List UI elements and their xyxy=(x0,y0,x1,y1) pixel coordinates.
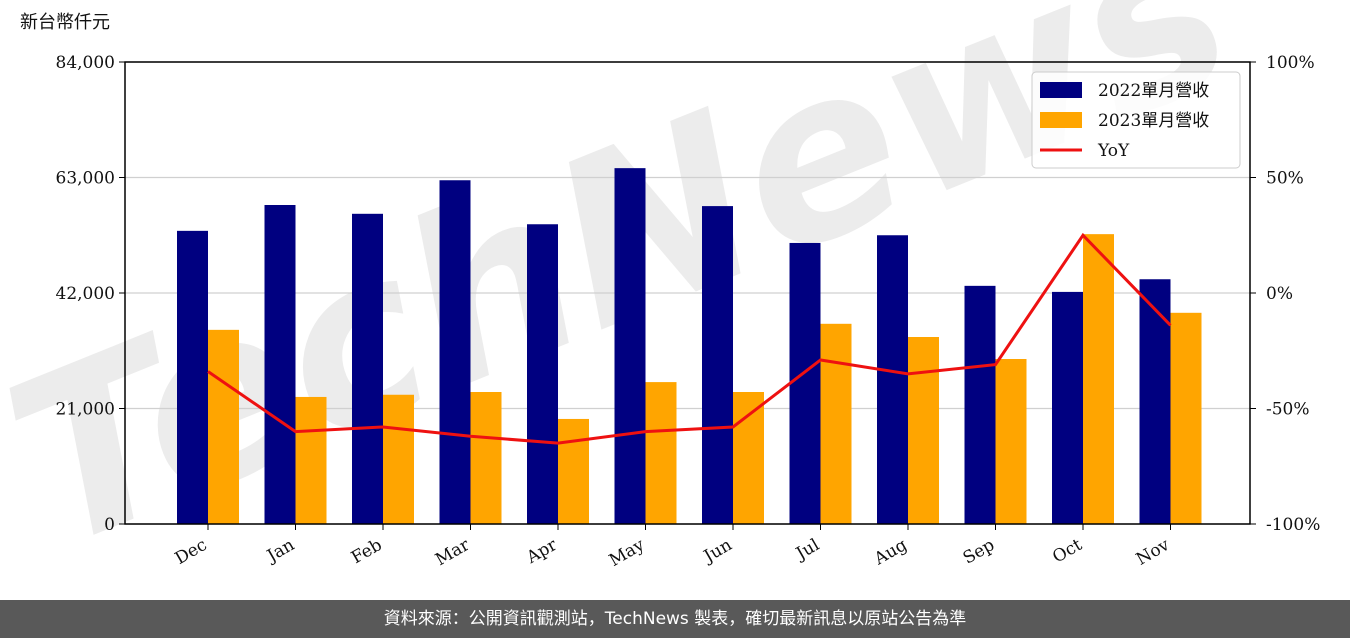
bar xyxy=(733,392,764,524)
x-tick-label: Jun xyxy=(699,535,736,568)
bar xyxy=(1052,291,1083,524)
bar xyxy=(1139,279,1171,524)
y-tick-label: 21,000 xyxy=(56,400,115,420)
bar xyxy=(645,382,677,524)
bar xyxy=(789,242,821,524)
bar xyxy=(295,396,327,524)
source-note: 資料來源：公開資訊觀測站，TechNews 製表，確切最新訊息以原站公告為準 xyxy=(0,600,1350,638)
line xyxy=(207,232,1172,445)
bar xyxy=(264,205,296,524)
x-tick-label: Mar xyxy=(432,535,474,571)
y2-tick-label: -100% xyxy=(1266,515,1320,535)
x-tick-label: Oct xyxy=(1049,535,1085,568)
y-tick-label: 42,000 xyxy=(56,284,115,304)
bar xyxy=(614,168,646,524)
x-tick-label: Apr xyxy=(523,535,562,569)
bar xyxy=(964,285,996,524)
y2-tick-label: 50% xyxy=(1266,169,1304,189)
y2-tick-label: 0% xyxy=(1266,284,1293,304)
bar xyxy=(908,337,939,524)
legend-swatch xyxy=(1040,82,1082,98)
bar xyxy=(352,213,383,525)
x-tick-label: Aug xyxy=(870,535,911,570)
y2-tick-label: -50% xyxy=(1266,400,1310,420)
bar xyxy=(470,392,502,524)
x-tick-label: Sep xyxy=(960,535,998,569)
bar xyxy=(820,323,852,524)
bar xyxy=(877,235,908,524)
y-tick-label: 84,000 xyxy=(56,53,115,73)
x-tick-label: May xyxy=(606,535,649,571)
plot-frame xyxy=(124,61,1251,525)
y-tick-label: 0 xyxy=(104,515,115,535)
y-axis-unit: 新台幣仟元 xyxy=(20,12,110,33)
bar xyxy=(558,418,589,524)
legend-swatch xyxy=(1040,112,1082,128)
bar xyxy=(439,180,471,524)
bar xyxy=(177,230,208,524)
bar xyxy=(383,394,414,524)
bar xyxy=(527,224,558,524)
bar xyxy=(1083,234,1114,524)
y-tick-label: 63,000 xyxy=(56,169,115,189)
bar xyxy=(995,359,1027,524)
x-tick-label: Feb xyxy=(348,535,386,568)
x-tick-label: Jan xyxy=(262,535,298,567)
legend-label: 2022單月營收 xyxy=(1098,81,1209,101)
y2-tick-label: 100% xyxy=(1266,53,1315,73)
bar xyxy=(208,329,239,524)
chart: 新台幣仟元 TechNews021,00042,00063,00084,000-… xyxy=(0,0,1320,601)
legend-label: 2023單月營收 xyxy=(1098,111,1209,131)
legend-box xyxy=(1031,71,1241,169)
x-tick-label: Nov xyxy=(1133,535,1173,570)
bar xyxy=(1170,312,1202,524)
bar xyxy=(702,206,733,524)
x-tick-label: Jul xyxy=(791,535,823,565)
legend-label: YoY xyxy=(1097,141,1130,161)
